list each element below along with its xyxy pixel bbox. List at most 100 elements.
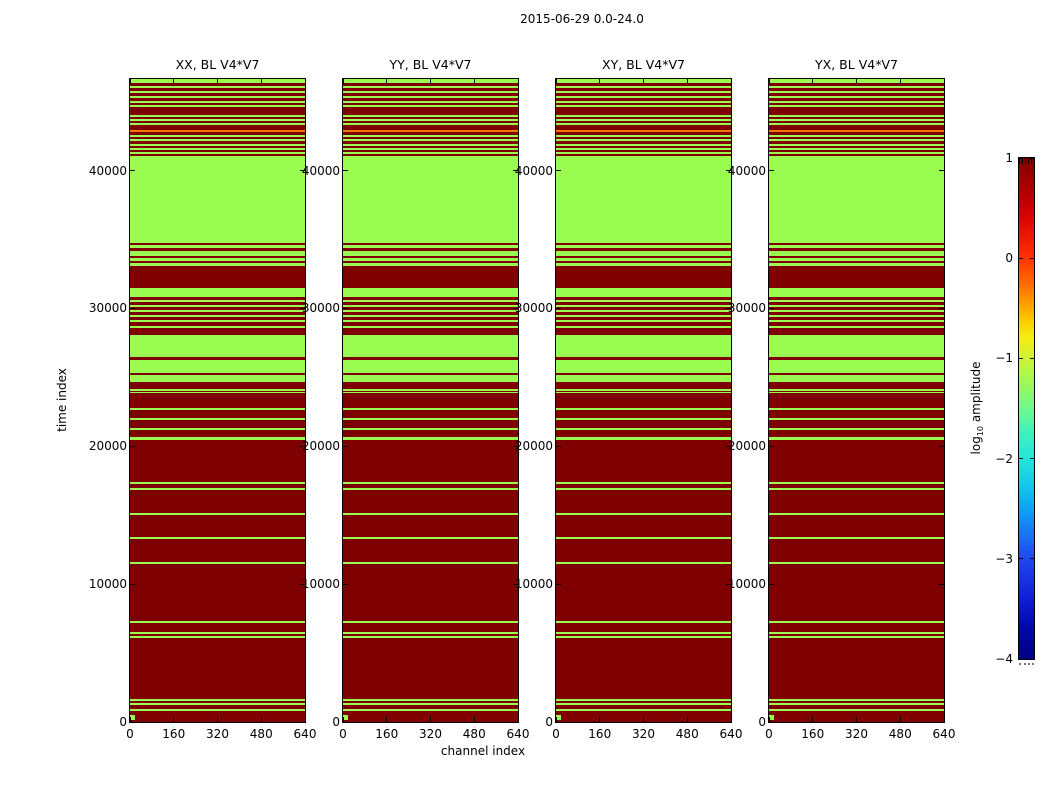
colorbar-tick-mark (1019, 558, 1023, 560)
x-tick-label: 320 (419, 727, 442, 741)
low-amplitude-band (769, 392, 944, 394)
y-tick-mark (343, 307, 348, 309)
x-tick-mark (643, 79, 644, 84)
colorbar-tick-mark (1030, 558, 1034, 560)
y-tick-mark (556, 170, 561, 172)
x-tick-mark (643, 717, 644, 722)
low-amplitude-band (343, 335, 518, 358)
colorbar-label: log10 amplitude (969, 362, 985, 455)
low-amplitude-band (343, 300, 518, 303)
low-amplitude-band (343, 310, 518, 313)
x-tick-label: 320 (845, 727, 868, 741)
x-tick-mark (173, 79, 175, 84)
colorbar-top-hatch (1019, 158, 1034, 164)
low-amplitude-band (343, 147, 518, 150)
low-amplitude-band (343, 436, 518, 440)
colorbar-tick-label: 0 (1005, 251, 1013, 266)
low-amplitude-band (556, 436, 731, 440)
low-amplitude-band (130, 481, 305, 484)
corner-low-amplitude-pixel (769, 714, 775, 721)
low-amplitude-band (130, 118, 305, 121)
low-amplitude-band (769, 143, 944, 146)
colorbar-tick-label: −1 (995, 351, 1013, 366)
y-tick-mark (769, 583, 774, 585)
low-amplitude-band (556, 258, 731, 262)
x-tick-mark (943, 79, 945, 84)
x-tick-mark (555, 717, 557, 722)
y-tick-mark (513, 721, 518, 723)
low-amplitude-band (769, 155, 944, 244)
y-tick-mark (726, 721, 731, 723)
x-tick-mark (260, 79, 262, 84)
low-amplitude-band (130, 310, 305, 313)
y-tick-label: 40000 (88, 163, 127, 178)
low-amplitude-band (769, 335, 944, 358)
low-amplitude-band (556, 407, 731, 410)
y-tick-label: 0 (119, 715, 127, 729)
low-amplitude-band (130, 417, 305, 420)
low-amplitude-band (556, 245, 731, 249)
y-tick-mark (300, 721, 305, 723)
x-tick-mark (856, 79, 857, 84)
y-tick-label: 30000 (301, 301, 340, 316)
low-amplitude-band (130, 360, 305, 374)
low-amplitude-band (130, 709, 305, 711)
low-amplitude-band (769, 436, 944, 440)
x-tick-label: 640 (506, 727, 530, 741)
colorbar-tick-mark (1019, 458, 1023, 460)
low-amplitude-band (769, 147, 944, 150)
y-tick-label: 10000 (514, 577, 553, 592)
low-amplitude-band (130, 134, 305, 137)
low-amplitude-band (769, 118, 944, 121)
low-amplitude-band (130, 122, 305, 125)
waterfall-panel-xx: XX, BL V4*V7 0 160 320 480 640 0 10000 20000 3000… (89, 57, 317, 741)
y-tick-mark (300, 307, 305, 309)
low-amplitude-band (769, 709, 944, 711)
colorbar-tick-mark (1019, 257, 1023, 259)
x-tick-mark (304, 717, 306, 722)
low-amplitude-band (343, 407, 518, 410)
low-amplitude-band (343, 562, 518, 565)
low-amplitude-band (343, 320, 518, 323)
y-tick-mark (556, 583, 561, 585)
low-amplitude-band (130, 143, 305, 146)
low-amplitude-band (769, 562, 944, 565)
low-amplitude-band (769, 100, 944, 103)
x-tick-mark (386, 79, 388, 84)
y-tick-label: 20000 (88, 439, 127, 454)
x-tick-mark (430, 79, 431, 84)
low-amplitude-band (769, 134, 944, 137)
x-tick-label: 160 (801, 727, 825, 741)
colorbar-tick-label: −2 (995, 451, 1013, 466)
x-tick-mark (173, 717, 175, 722)
low-amplitude-band (556, 310, 731, 313)
low-amplitude-band (130, 155, 305, 244)
low-amplitude-band (769, 407, 944, 410)
low-amplitude-band (556, 417, 731, 420)
low-amplitude-band (130, 320, 305, 323)
y-tick-label: 20000 (727, 439, 766, 454)
low-amplitude-band (769, 138, 944, 141)
y-tick-mark (726, 170, 731, 172)
low-amplitude-band (343, 90, 518, 93)
y-tick-mark (130, 170, 135, 172)
y-tick-label: 0 (758, 715, 766, 729)
low-amplitude-band (343, 263, 518, 267)
colorbar-tick-label: −3 (995, 551, 1013, 566)
low-amplitude-band (769, 536, 944, 539)
x-tick-mark (517, 717, 519, 722)
low-amplitude-band (556, 95, 731, 98)
low-amplitude-band (769, 263, 944, 267)
low-amplitude-band (130, 389, 305, 391)
x-axis-label: channel index (440, 744, 526, 758)
x-tick-label: 480 (249, 727, 273, 741)
x-tick-label: 480 (675, 727, 699, 741)
low-amplitude-band (130, 427, 305, 430)
low-amplitude-band (343, 703, 518, 706)
low-amplitude-band (130, 245, 305, 249)
low-amplitude-band (130, 300, 305, 303)
x-tick-mark (129, 717, 131, 722)
low-amplitude-band (130, 536, 305, 539)
colorbar-tick-mark (1030, 257, 1034, 259)
low-amplitude-band (769, 305, 944, 308)
